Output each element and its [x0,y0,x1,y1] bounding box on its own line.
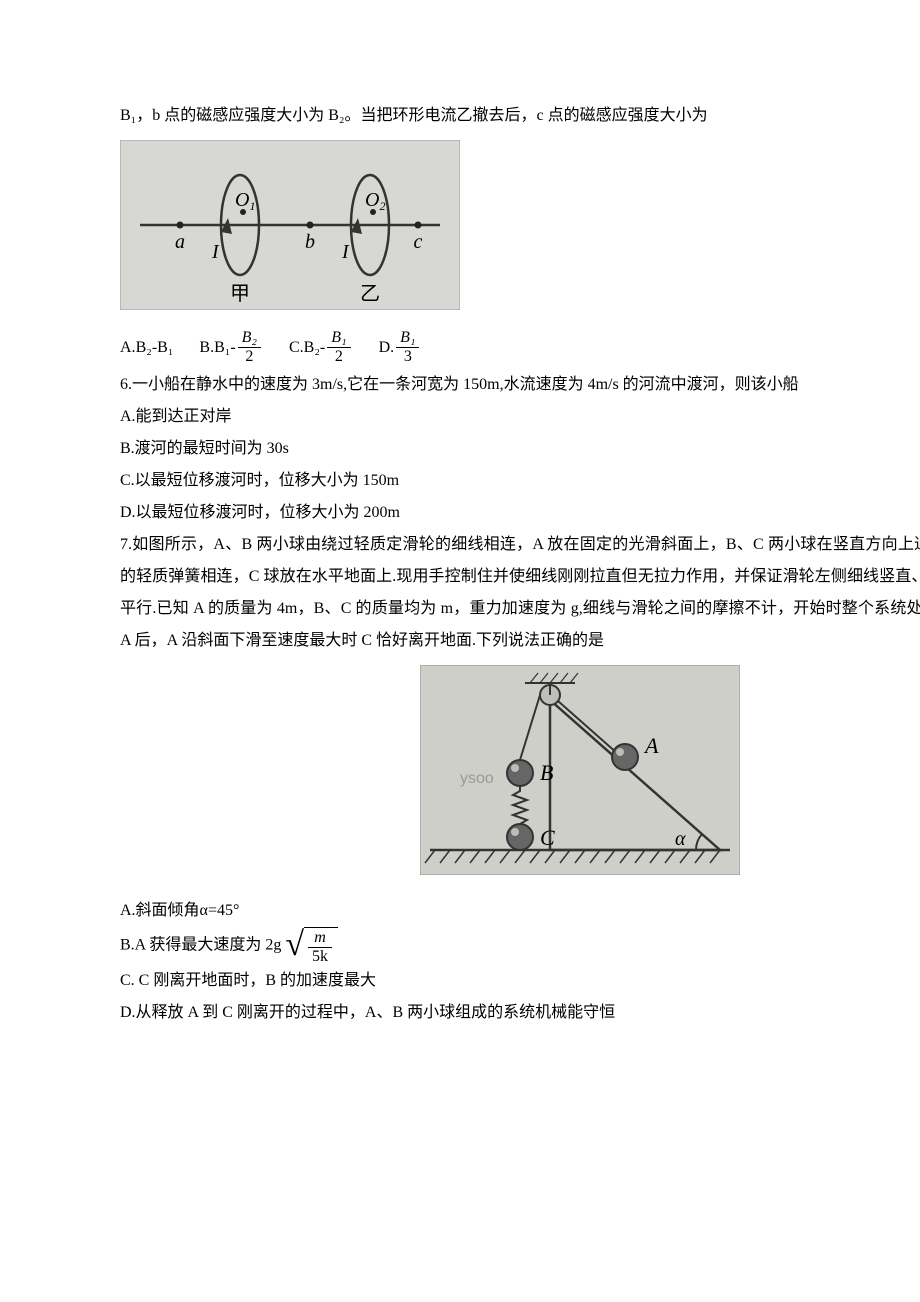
q5-point-b-label: b [305,231,315,253]
q7-opt-b-frac: m 5k [308,930,332,965]
q5-option-d: D. B₁ 3 [379,330,422,365]
q5-stem-fragment: B₁，b 点的磁感应强度大小为 B₂。当把环形电流乙撤去后，c 点的磁感应强度大… [120,100,920,132]
q5-opt-b-den: 2 [238,348,261,365]
q5-opt-b-prefix: B. [199,332,214,364]
q5-opt-b-num: B₂ [242,329,257,346]
q5-loop2-current: I [341,241,350,263]
q7-opt-b-prefix: B.A 获得最大速度为 2g [120,937,281,954]
q5-figure-svg: a b c O1 I 甲 O2 I 乙 [120,140,460,310]
q5-opt-c-den: 2 [327,348,350,365]
q5-opt-d-den: 3 [396,348,419,365]
q7-watermark: ysoo [460,770,494,787]
q7-option-d: D.从释放 A 到 C 刚离开的过程中，A、B 两小球组成的系统机械能守恒 [120,997,920,1029]
q7-opt-b-sqrt: √ m 5k [285,927,338,965]
q7-figure: α A B C ysoo [120,665,920,887]
radical-icon: √ [285,931,304,969]
q5-opt-c-frac: B₁ 2 [327,330,350,365]
q6-stem: 6.一小船在静水中的速度为 3m/s,它在一条河宽为 150m,水流速度为 4m… [120,369,920,401]
q5-opt-c-prefix: C. [289,332,304,364]
q5-opt-a-expr: B₂-B₁ [136,332,174,364]
q7-label-c: C [540,825,555,850]
q5-loop1-name: 甲 [230,283,250,305]
q6-option-a: A.能到达正对岸 [120,401,920,433]
q5-options: A. B₂-B₁ B. B₁- B₂ 2 C. B₂- B₁ 2 D. B₁ 3 [120,330,920,365]
q5-point-c-label: c [414,231,423,253]
q7-alpha-label: α [675,828,686,850]
q7-option-b: B.A 获得最大速度为 2g √ m 5k [120,927,920,965]
q5-loop2-name: 乙 [360,283,380,305]
q5-option-c: C. B₂- B₁ 2 [289,330,353,365]
q7-figure-svg: α A B C ysoo [420,665,740,875]
q5-opt-a-prefix: A. [120,332,136,364]
q6-option-d: D.以最短位移渡河时，位移大小为 200m [120,497,920,529]
q5-opt-d-frac: B₁ 3 [396,330,419,365]
q5-point-a-label: a [175,231,185,253]
q5-opt-b-lhs: B₁- [214,332,236,364]
q5-opt-c-num: B₁ [331,329,346,346]
q5-opt-d-num: B₁ [400,329,415,346]
q6-option-b: B.渡河的最短时间为 30s [120,433,920,465]
q5-opt-c-lhs: B₂- [304,332,326,364]
q7-stem: 7.如图所示，A、B 两小球由绕过轻质定滑轮的细线相连，A 放在固定的光滑斜面上… [120,529,920,657]
q7-opt-b-num: m [314,929,326,946]
q5-opt-b-frac: B₂ 2 [238,330,261,365]
q7-opt-b-den: 5k [312,948,328,965]
q5-figure: a b c O1 I 甲 O2 I 乙 [120,140,920,322]
q7-label-a: A [643,733,659,758]
q5-option-b: B. B₁- B₂ 2 [199,330,263,365]
q5-opt-d-prefix: D. [379,332,395,364]
q7-option-a: A.斜面倾角α=45° [120,895,920,927]
q5-option-a: A. B₂-B₁ [120,332,173,364]
q7-label-b: B [540,760,553,785]
q7-option-c: C. C 刚离开地面时，B 的加速度最大 [120,965,920,997]
q6-option-c: C.以最短位移渡河时，位移大小为 150m [120,465,920,497]
q5-loop1-current: I [211,241,220,263]
